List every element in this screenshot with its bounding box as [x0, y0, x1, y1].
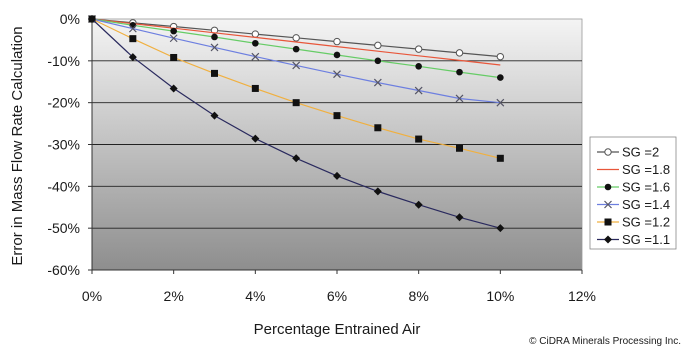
- data-point: [292, 99, 300, 107]
- data-point: [333, 37, 341, 46]
- data-point: [497, 74, 504, 81]
- series-line: [91, 18, 501, 66]
- legend-marker: [604, 235, 612, 244]
- data-point: [415, 62, 422, 70]
- y-tick-label: -50%: [47, 220, 80, 236]
- legend-label: SG =1.6: [622, 180, 670, 195]
- legend-marker: [604, 200, 612, 209]
- data-point: [170, 53, 178, 61]
- data-point: [333, 112, 341, 120]
- data-point: [374, 124, 382, 132]
- data-point: [496, 98, 505, 107]
- series-4: [88, 15, 505, 107]
- y-tick-label: 0%: [60, 11, 80, 27]
- data-point: [210, 43, 219, 52]
- series-6: [88, 15, 505, 233]
- copyright-notice: © CiDRA Minerals Processing Inc.: [529, 336, 681, 347]
- data-point: [455, 94, 464, 103]
- axes: [88, 18, 583, 274]
- y-axis-title: Error in Mass Flow Rate Calculation: [9, 26, 26, 265]
- series-2: [91, 18, 501, 66]
- legend-label: SG =2: [622, 145, 659, 160]
- data-point: [251, 30, 260, 38]
- data-point: [129, 35, 137, 43]
- data-point: [414, 200, 423, 209]
- data-point: [496, 154, 504, 162]
- data-point: [373, 187, 382, 196]
- legend: SG =2 SG =1.8 SG =1.6 SG =1.4 SG =1.2 SG =1.1: [589, 136, 677, 250]
- y-tick-label: -30%: [47, 137, 80, 153]
- legend-marker: [604, 183, 612, 191]
- data-point: [374, 41, 382, 50]
- x-tick-label: 0%: [82, 288, 102, 304]
- y-tick-label: -10%: [47, 53, 80, 69]
- data-point: [292, 154, 301, 163]
- data-point: [170, 27, 177, 35]
- data-point: [333, 51, 341, 59]
- x-tick-label: 4%: [245, 288, 265, 304]
- data-point: [211, 69, 218, 77]
- data-point: [251, 52, 260, 61]
- data-point: [251, 84, 259, 92]
- data-point: [415, 135, 423, 143]
- x-tick-label: 8%: [409, 288, 429, 304]
- data-point: [292, 61, 301, 70]
- data-point: [456, 68, 463, 76]
- data-point: [455, 213, 464, 222]
- legend-label: SG =1.4: [622, 197, 670, 212]
- data-point: [292, 34, 300, 42]
- legend-label: SG =1.8: [622, 162, 670, 177]
- data-point: [128, 53, 137, 62]
- x-tick-label: 2%: [164, 288, 184, 304]
- legend-marker: [604, 218, 612, 226]
- data-point: [169, 84, 178, 93]
- y-tick-label: -60%: [47, 262, 80, 278]
- y-tick-label: -20%: [47, 95, 80, 111]
- x-axis-title: Percentage Entrained Air: [254, 321, 421, 338]
- x-tick-label: 10%: [486, 288, 514, 304]
- data-point: [88, 15, 96, 23]
- y-tick-label: -40%: [47, 178, 80, 194]
- data-point: [414, 45, 423, 53]
- legend-label: SG =1.1: [622, 232, 670, 247]
- x-tick-label: 12%: [568, 288, 596, 304]
- data-point: [456, 144, 463, 152]
- data-point: [333, 171, 341, 180]
- data-point: [373, 78, 382, 87]
- data-point: [496, 224, 505, 233]
- data-point: [496, 52, 505, 61]
- x-tick-label: 6%: [327, 288, 347, 304]
- data-point: [455, 49, 464, 57]
- data-point: [251, 134, 260, 143]
- x-tick-labels: 0% 2% 4% 6% 8% 10% 12%: [82, 288, 596, 304]
- data-point: [211, 33, 218, 41]
- legend-marker: [604, 148, 612, 156]
- data-series: [88, 15, 505, 233]
- data-point: [128, 24, 137, 33]
- data-point: [210, 111, 219, 120]
- data-point: [292, 45, 300, 53]
- data-point: [252, 39, 259, 47]
- legend-label: SG =1.2: [622, 215, 670, 230]
- y-tick-labels: 0% -10% -20% -30% -40% -50% -60%: [47, 11, 80, 278]
- legend-box: [589, 136, 677, 250]
- data-point: [374, 57, 382, 65]
- data-point: [169, 34, 178, 43]
- data-point: [414, 86, 423, 95]
- data-point: [210, 26, 219, 34]
- data-point: [333, 70, 341, 79]
